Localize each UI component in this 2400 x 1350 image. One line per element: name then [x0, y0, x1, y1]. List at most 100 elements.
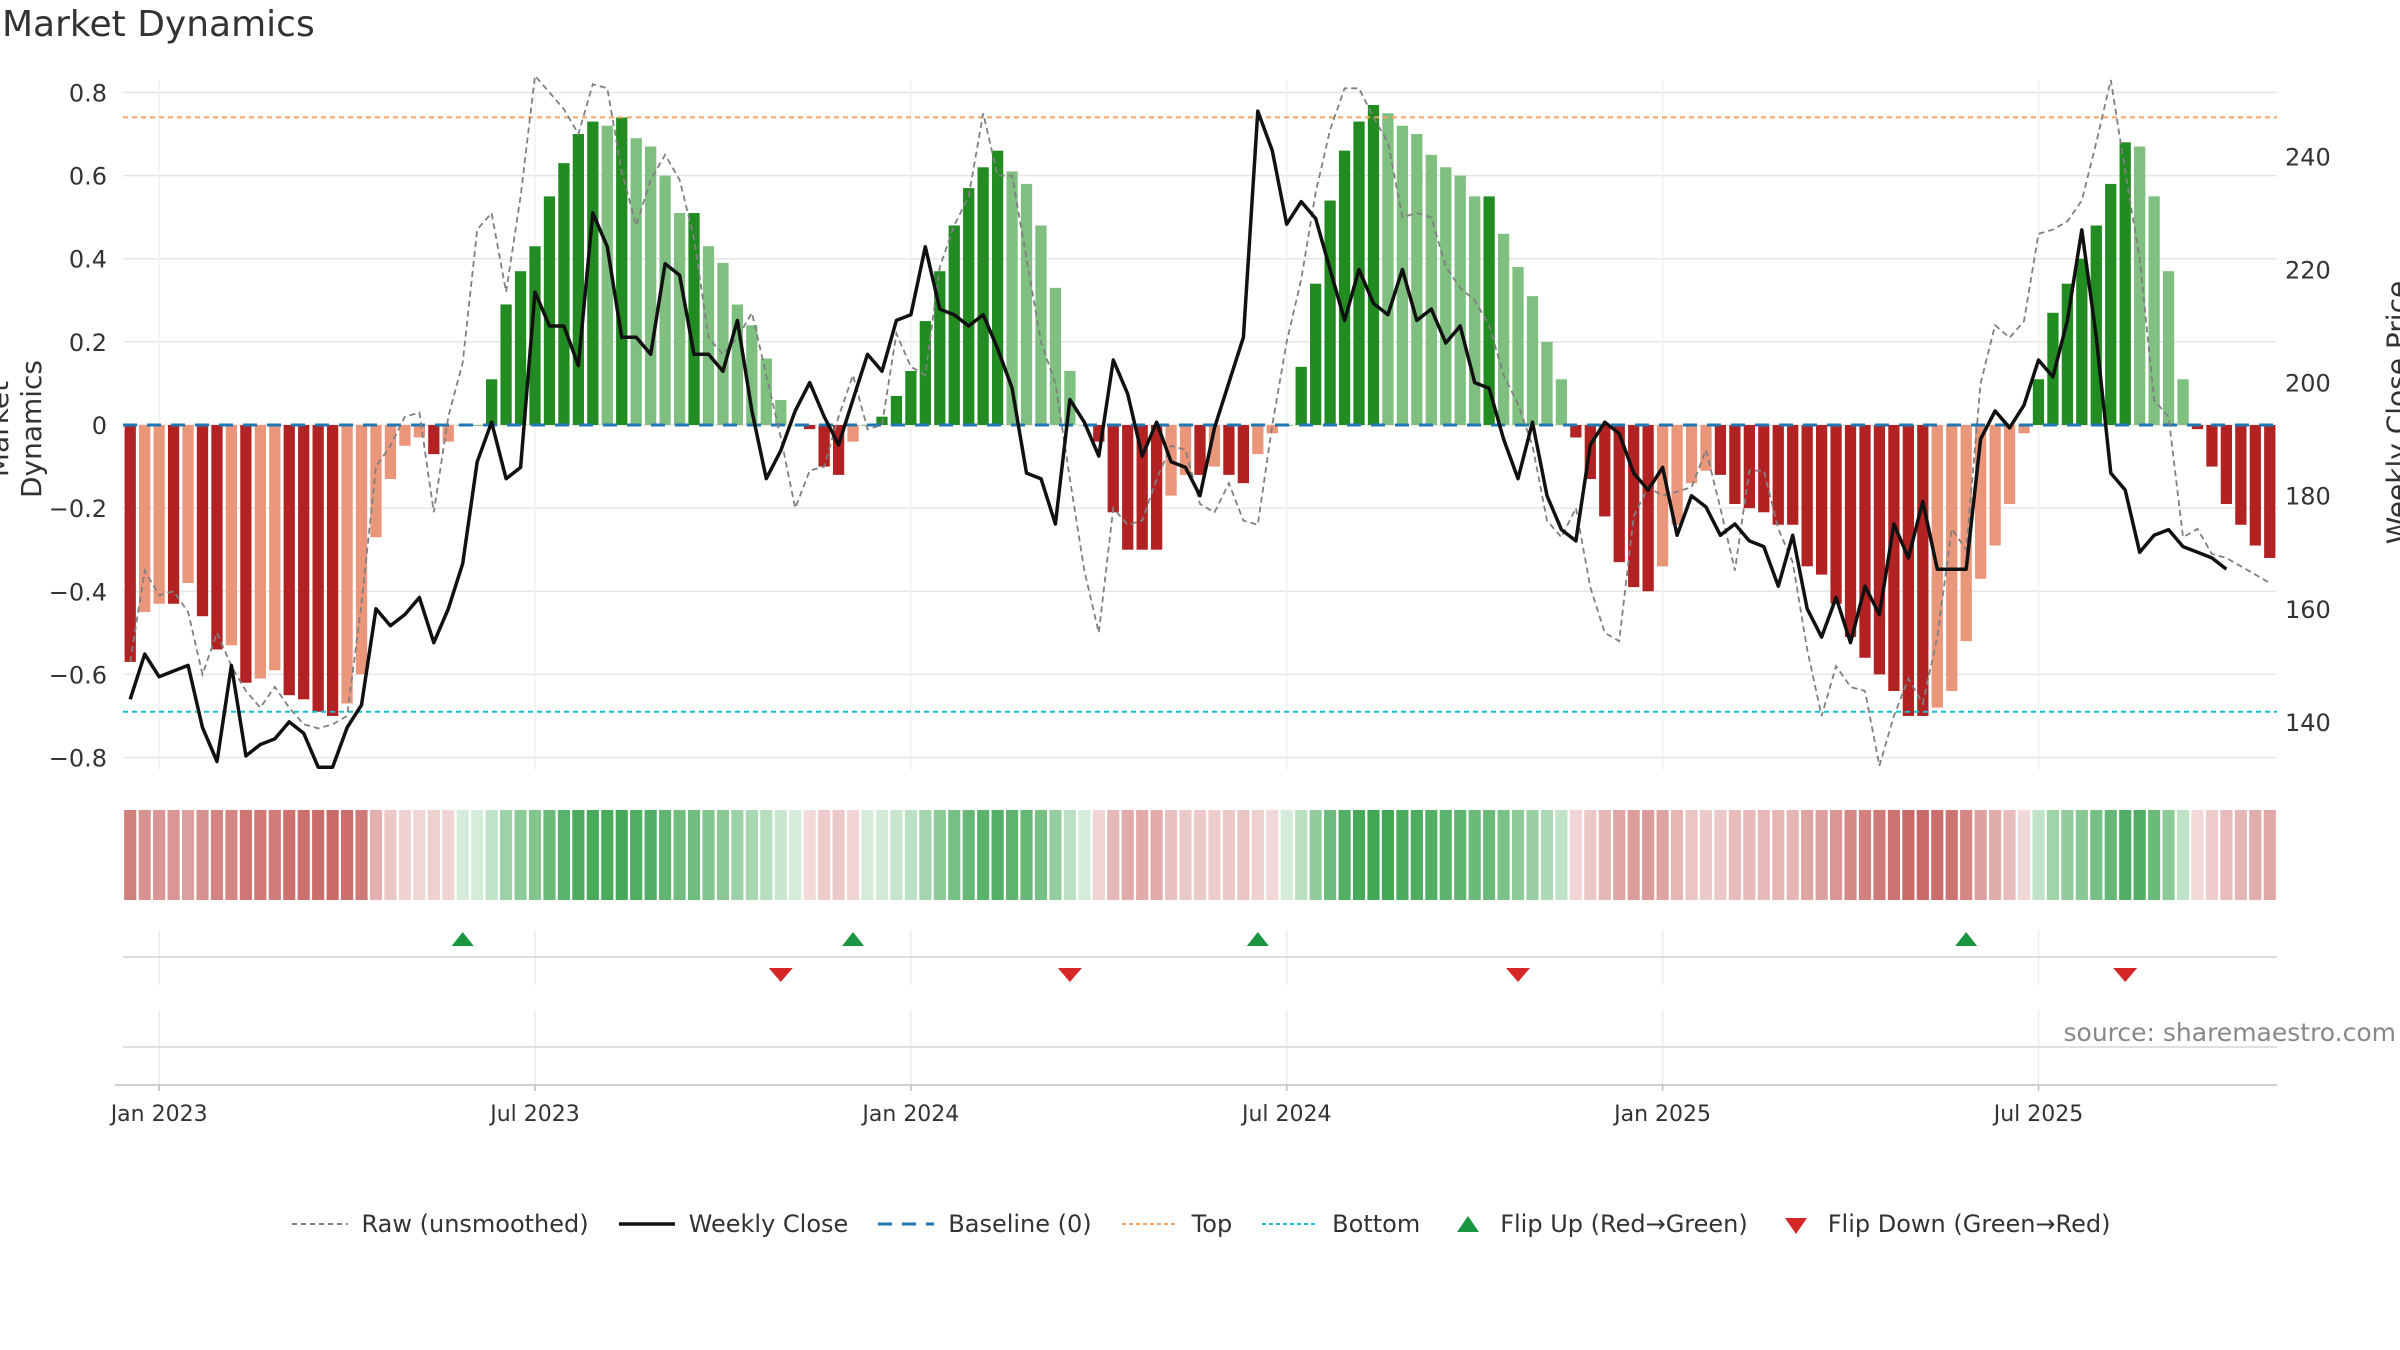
ribbon-cell [557, 810, 570, 900]
dynamics-bar [428, 425, 440, 455]
ribbon-cell [528, 810, 542, 900]
dynamics-bar [326, 425, 339, 716]
dynamics-bar [760, 358, 772, 425]
dynamics-bar [1382, 113, 1394, 425]
ribbon-cell [239, 810, 252, 900]
ribbon-cell [268, 810, 281, 900]
ribbon-cell [1005, 810, 1019, 900]
dynamics-bar [1367, 104, 1380, 425]
dynamics-bar [1237, 425, 1250, 484]
empty-panel [115, 1010, 2277, 1086]
dynamics-bar [1454, 175, 1466, 425]
ribbon-cell [196, 810, 209, 900]
ribbon-cell [1844, 810, 1857, 900]
dynamics-bar [1685, 425, 1698, 484]
ribbon-cell [615, 810, 628, 900]
ribbon-cell [919, 810, 932, 900]
dynamics-bar [1035, 225, 1047, 425]
dynamics-bar [587, 121, 599, 426]
dynamics-bar [1310, 283, 1322, 425]
flip-down-marker [1057, 968, 1082, 982]
y-tick-label: 0.4 [69, 246, 107, 274]
ribbon-cell [1338, 810, 1351, 900]
dynamics-bar [1729, 425, 1741, 504]
ribbon-cell [1858, 810, 1872, 900]
ribbon-cell [514, 810, 527, 900]
ribbon-cell [2104, 810, 2117, 900]
ribbon-cell [673, 810, 686, 900]
dynamics-bar [601, 125, 613, 425]
legend: Raw (unsmoothed) Weekly Close Baseline (… [0, 1210, 2400, 1238]
dynamics-bar [2206, 425, 2218, 467]
dynamics-bar [2177, 379, 2189, 425]
ribbon-cell [2220, 810, 2233, 900]
y-tick-label: −0.4 [49, 578, 107, 606]
dynamics-bar [746, 325, 758, 425]
ribbon-cell [2032, 810, 2045, 900]
ribbon-cell [1830, 810, 1843, 900]
ribbon-cell [1569, 810, 1582, 900]
y-tick-label: 0 [92, 412, 107, 440]
ribbon-cell [181, 810, 195, 900]
dynamics-bar [298, 425, 310, 700]
dynamics-bar [442, 425, 454, 442]
ribbon-cell [1063, 810, 1076, 900]
dynamics-bar [2018, 425, 2030, 434]
dynamics-bar [1425, 154, 1437, 425]
dynamics-bar [2148, 196, 2160, 425]
x-tick-label: Jul 2024 [1240, 1102, 1332, 1127]
ribbon-cell [904, 810, 917, 900]
ribbon-cell [2119, 810, 2132, 900]
y-tick-label: −0.8 [49, 745, 107, 773]
dynamics-bar [1888, 425, 1900, 692]
dynamics-bar [2105, 183, 2117, 425]
dynamics-bar [196, 425, 209, 617]
ribbon-cell [1165, 810, 1178, 900]
y-tick-label: 0.8 [69, 79, 107, 107]
ribbon-cell [2263, 810, 2276, 900]
weekly-close-line [128, 109, 2228, 769]
dynamics-bar [1902, 425, 1915, 716]
ribbon-cell [1511, 810, 1525, 900]
ribbon-cell [818, 810, 831, 900]
ribbon-cell [500, 810, 513, 900]
ribbon-cell [861, 810, 874, 900]
legend-item-bottom: Bottom [1260, 1210, 1420, 1238]
dynamics-bar [355, 425, 368, 675]
dynamics-bar [1613, 425, 1625, 563]
dynamics-bar [124, 425, 136, 662]
ribbon-cell [687, 810, 701, 900]
dynamics-bar [2249, 425, 2261, 546]
ribbon-cell [427, 810, 440, 900]
dynamics-bar [890, 395, 903, 425]
ribbon-cell [1656, 810, 1669, 900]
ribbon-cell [1092, 810, 1105, 900]
dynamics-bar [1873, 425, 1886, 675]
ribbon-cell [2176, 810, 2190, 900]
ribbon-cell [1555, 810, 1568, 900]
ribbon-cell [1381, 810, 1395, 900]
ribbon-cell [355, 810, 368, 900]
ribbon-cell [398, 810, 411, 900]
dynamics-bar [167, 425, 180, 604]
dynamics-bar [2162, 271, 2175, 425]
dynamics-bar [1122, 425, 1134, 550]
ribbon-cell [1020, 810, 1033, 900]
dynamics-bar [182, 425, 194, 583]
dynamics-bar [1599, 425, 1611, 517]
dynamics-bar [1570, 425, 1582, 438]
dynamics-bar [1295, 366, 1307, 425]
ribbon-cell [254, 810, 267, 900]
dynamics-bar [977, 167, 989, 425]
ribbon-cell [297, 810, 310, 900]
ribbon-cell [283, 810, 296, 900]
dynamics-bar [1497, 233, 1510, 425]
ribbon-cell [138, 810, 151, 900]
ribbon-cell [326, 810, 339, 900]
dynamics-bar [1743, 425, 1755, 509]
ribbon-cell [1150, 810, 1163, 900]
ribbon-cell [630, 810, 643, 900]
dynamics-bar [1830, 425, 1842, 604]
ribbon-cell [803, 810, 816, 900]
ribbon-cell [225, 810, 238, 900]
